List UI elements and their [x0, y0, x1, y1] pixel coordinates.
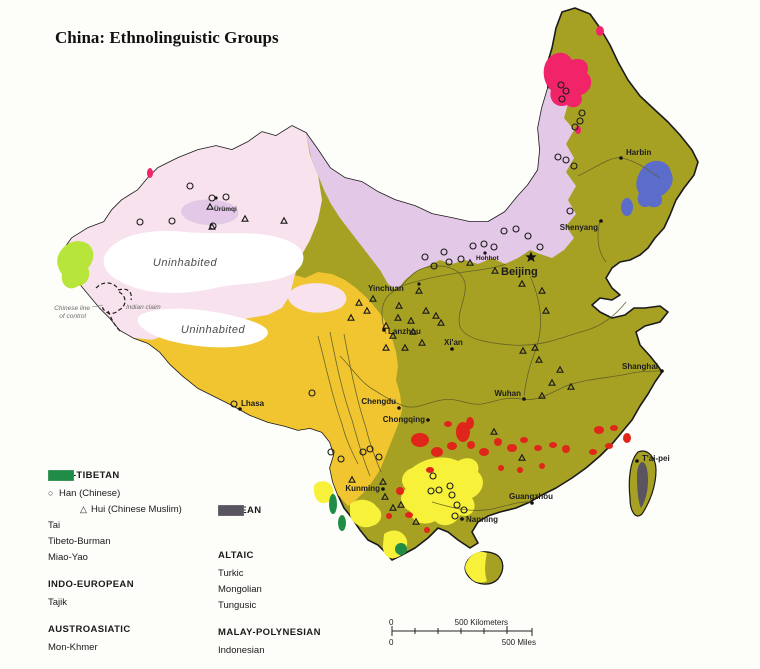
- legend-right-column: KOREAN ALTAIC Turkic Mongolian Tungusic …: [218, 505, 368, 658]
- legend-item-indonesian: Indonesian: [218, 505, 368, 658]
- city-label: Shenyang: [560, 223, 598, 232]
- city-label: Xi'an: [444, 338, 463, 347]
- city-label: Yinchuan: [368, 284, 404, 293]
- scale-km-label: 500 Kilometers: [455, 618, 508, 627]
- han-circle-icon: ○: [48, 488, 54, 498]
- line-of-control-dashes: [95, 282, 132, 332]
- beijing-star-icon: [525, 251, 537, 262]
- scale-mi-label: 500 Miles: [502, 638, 536, 647]
- taiwan-indonesian-strip: [637, 462, 648, 508]
- scale-mi-zero: 0: [389, 638, 394, 647]
- legend-label-miao-yao: Miao-Yao: [48, 551, 88, 563]
- legend-label-tajik: Tajik: [48, 596, 68, 608]
- legend-label-hui: Hui (Chinese Muslim): [91, 503, 182, 515]
- legend-heading-indo-european: INDO-EUROPEAN: [48, 579, 134, 590]
- region-uninhabited: [103, 230, 304, 348]
- city-label: Ürümqi: [214, 204, 237, 213]
- legend-item-korean: [218, 505, 368, 536]
- legend-heading-malay-polynesian: MALAY-POLYNESIAN: [218, 627, 321, 638]
- region-tungusic: [147, 26, 604, 178]
- city-label: Chengdu: [361, 397, 396, 406]
- indian-claim-label: Indian claim: [126, 304, 161, 311]
- region-mongolian: [181, 88, 576, 290]
- uninhabited-label-2: Uninhabited: [181, 324, 246, 336]
- legend-heading-sino-tibetan: SINO-TIBETAN: [48, 470, 120, 481]
- legend-item-tungusic: Tungusic: [218, 505, 368, 613]
- region-mon-khmer: [329, 494, 407, 555]
- city-label: Beijing: [501, 266, 538, 278]
- legend-label-turkic: Turkic: [218, 567, 244, 579]
- mon-khmer-swatch: [48, 470, 74, 481]
- legend-item-hui: △ Hui (Chinese Muslim): [48, 501, 218, 517]
- legend-item-mon-khmer: Mon-Khmer: [48, 470, 218, 655]
- legend-item-han: ○ Han (Chinese): [48, 470, 218, 501]
- city-label: Wuhan: [494, 389, 521, 398]
- hainan-tai-part: [465, 551, 487, 583]
- scale-bar: [391, 626, 533, 636]
- region-qaidam-patch: [288, 283, 347, 313]
- han-enclave-markers: [136, 81, 586, 520]
- legend-item-tajik: Tajik: [48, 470, 218, 610]
- legend-label-mon-khmer: Mon-Khmer: [48, 641, 98, 653]
- line-of-control-label-2: of control: [59, 313, 86, 320]
- city-dots: [214, 156, 664, 521]
- line-of-control-label: Chinese line: [54, 305, 90, 312]
- city-label: T'ai-pei: [642, 454, 670, 463]
- page-title: China: Ethnolinguistic Groups: [55, 28, 279, 47]
- legend-label-tibeto-burman: Tibeto-Burman: [48, 535, 111, 547]
- legend-label-indonesian: Indonesian: [218, 644, 265, 656]
- city-label: Shanghai: [622, 362, 658, 371]
- city-label: Guangzhou: [509, 492, 553, 501]
- legend-label-tai: Tai: [48, 519, 61, 531]
- city-label: Lhasa: [241, 399, 265, 408]
- scale-km-zero: 0: [389, 618, 394, 627]
- legend-item-tibeto-burman: Tibeto-Burman: [48, 470, 218, 549]
- hui-triangle-icon: △: [80, 503, 87, 514]
- region-korean: [621, 160, 673, 216]
- legend-label-tungusic: Tungusic: [218, 599, 257, 611]
- region-miao-yao: [386, 417, 631, 533]
- city-label: Chongqing: [383, 415, 425, 424]
- legend-heading-austroasiatic: AUSTROASIATIC: [48, 624, 131, 635]
- annotation-leader-line: [91, 304, 104, 308]
- hui-enclave-markers: [206, 202, 575, 525]
- city-labels: Ürümqi Hohhot Beijing Yinchuan Lanzhou X…: [214, 148, 670, 524]
- region-tajik: [57, 241, 94, 289]
- legend-left-column: SINO-TIBETAN ○ Han (Chinese) △ Hui (Chin…: [48, 470, 218, 655]
- legend-item-tai: Tai: [48, 470, 218, 533]
- city-label: Lanzhou: [388, 327, 421, 336]
- city-label: Hohhot: [476, 255, 500, 262]
- uninhabited-label-1: Uninhabited: [153, 257, 218, 269]
- city-label: Kunming: [345, 484, 380, 493]
- legend-label-mongolian: Mongolian: [218, 583, 262, 595]
- rivers: [317, 157, 661, 511]
- city-label: Harbin: [626, 148, 651, 157]
- legend-item-miao-yao: Miao-Yao: [48, 470, 218, 565]
- legend-item-turkic: Turkic: [218, 505, 368, 581]
- legend-heading-altaic: ALTAIC: [218, 550, 254, 561]
- legend-label-han: Han (Chinese): [59, 487, 121, 499]
- legend-item-mongolian: Mongolian: [218, 505, 368, 597]
- city-label: Nanning: [466, 515, 498, 524]
- indonesian-swatch: [218, 505, 244, 516]
